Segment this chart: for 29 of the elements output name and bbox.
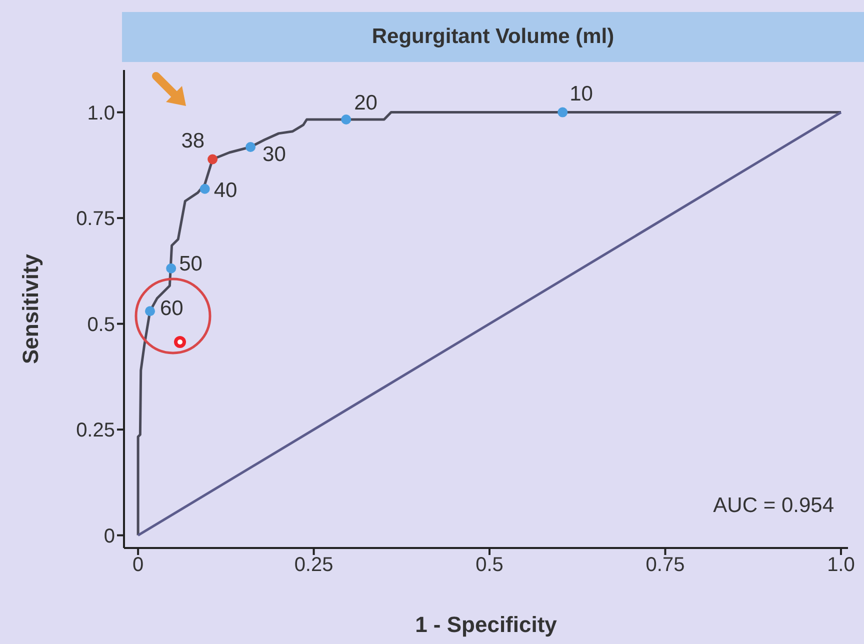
x-tick-label: 0.75 bbox=[646, 554, 685, 576]
annotation: 20 bbox=[354, 91, 378, 114]
point bbox=[246, 142, 256, 152]
x-axis-title: 1 - Specificity bbox=[415, 612, 558, 637]
annotation: 30 bbox=[262, 142, 286, 166]
point bbox=[145, 306, 156, 316]
annotation: AUC = 0.954 bbox=[713, 494, 834, 518]
y-tick-label: 0.5 bbox=[87, 314, 115, 336]
y-tick-label: 0.75 bbox=[76, 208, 115, 230]
point bbox=[166, 263, 176, 274]
x-tick-label: 0.5 bbox=[476, 554, 504, 576]
y-axis-title: Sensitivity bbox=[18, 253, 43, 364]
y-tick-label: 1.0 bbox=[87, 102, 115, 124]
y-tick-label: 0 bbox=[104, 525, 115, 548]
annotation: 38 bbox=[181, 129, 205, 152]
x-tick-label: 0 bbox=[132, 554, 144, 576]
point bbox=[208, 154, 218, 164]
annotation: 10 bbox=[570, 82, 593, 106]
x-tick-label: 1.0 bbox=[827, 554, 855, 576]
chart-title: Regurgitant Volume (ml) bbox=[122, 12, 864, 62]
annotation: 60 bbox=[160, 297, 184, 320]
annotation: 40 bbox=[214, 178, 238, 202]
point bbox=[200, 184, 210, 194]
point bbox=[341, 114, 352, 124]
annotation: 50 bbox=[179, 252, 202, 276]
x-tick-label: 0.25 bbox=[294, 554, 334, 576]
y-tick-label: 0.25 bbox=[76, 420, 115, 442]
point bbox=[558, 107, 568, 118]
line-series bbox=[136, 111, 842, 537]
